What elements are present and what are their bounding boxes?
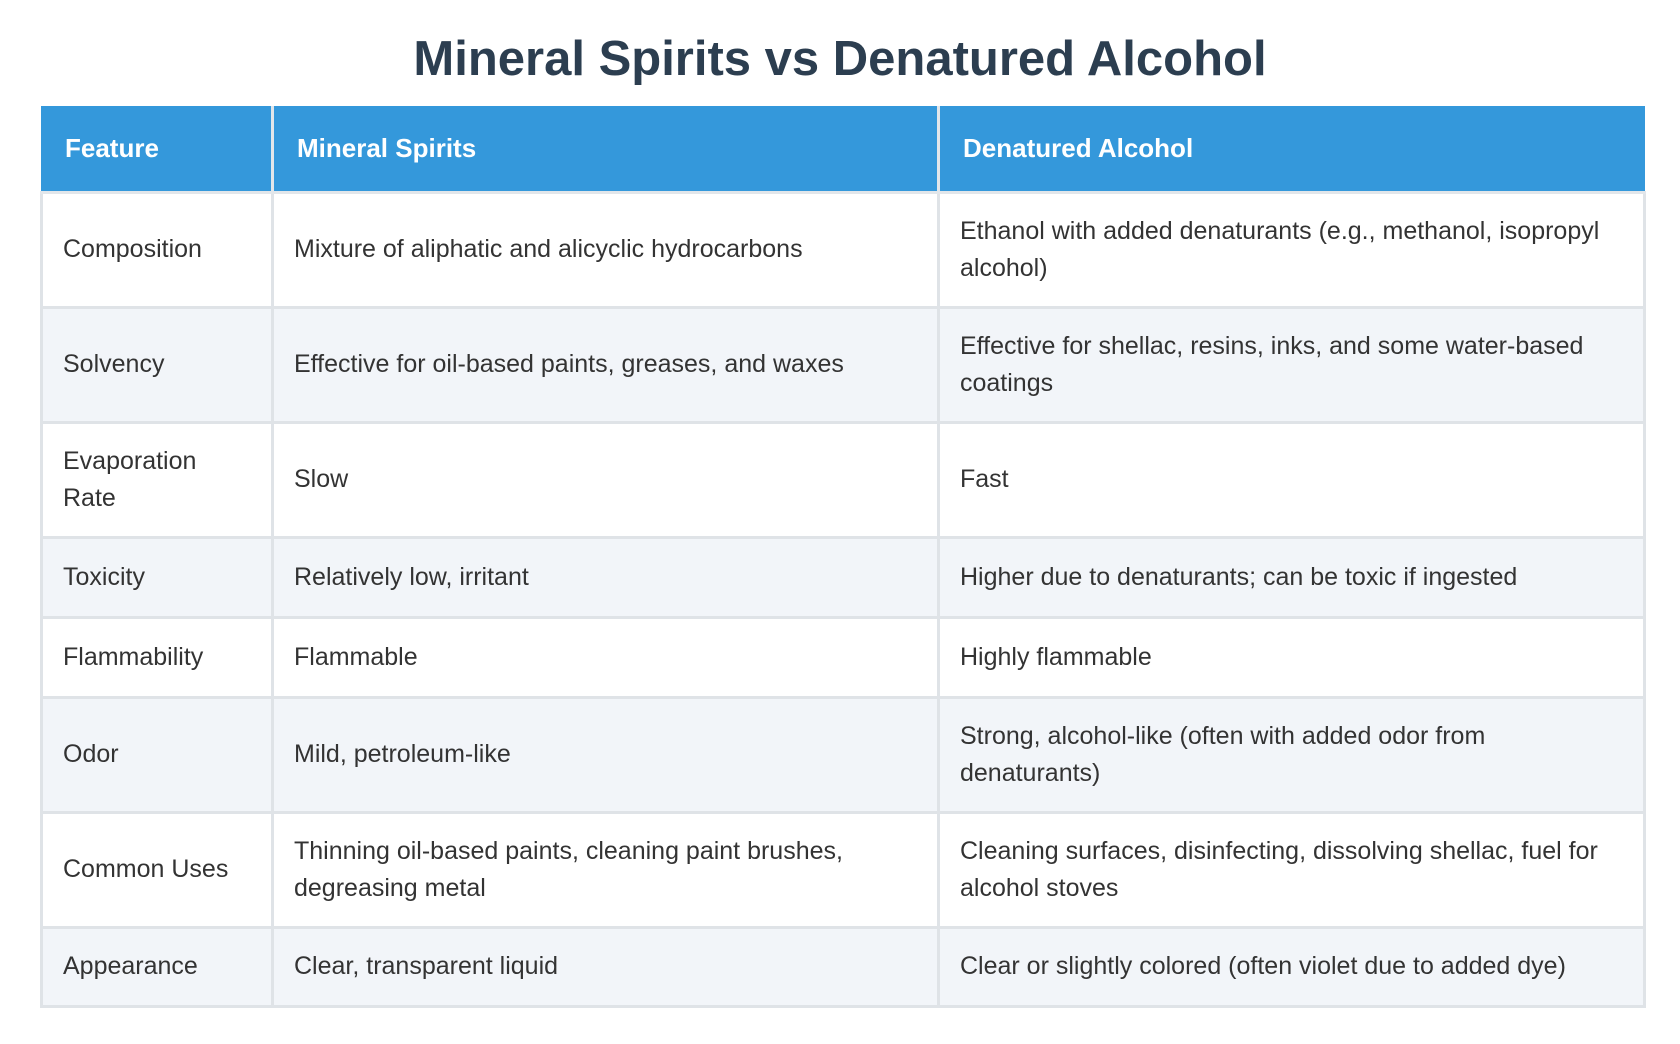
- feature-cell: Flammability: [40, 615, 274, 699]
- mineral-spirits-cell: Flammable: [271, 615, 940, 699]
- feature-cell: Solvency: [40, 305, 274, 424]
- mineral-spirits-cell: Effective for oil-based paints, greases,…: [271, 305, 940, 424]
- table-row: Solvency Effective for oil-based paints,…: [40, 305, 1646, 424]
- mineral-spirits-cell: Thinning oil-based paints, cleaning pain…: [271, 810, 940, 929]
- feature-cell: Composition: [40, 190, 274, 309]
- feature-cell: Odor: [40, 695, 274, 814]
- mineral-spirits-cell: Relatively low, irritant: [271, 535, 940, 619]
- feature-cell: Appearance: [40, 925, 274, 1008]
- denatured-alcohol-cell: Fast: [937, 420, 1646, 539]
- table-row: Toxicity Relatively low, irritant Higher…: [40, 535, 1646, 619]
- feature-cell: Common Uses: [40, 810, 274, 929]
- table-row: Composition Mixture of aliphatic and ali…: [40, 190, 1646, 309]
- header-denatured-alcohol: Denatured Alcohol: [937, 106, 1645, 194]
- page-title: Mineral Spirits vs Denatured Alcohol: [413, 32, 1267, 86]
- header-mineral-spirits: Mineral Spirits: [271, 106, 940, 194]
- mineral-spirits-cell: Clear, transparent liquid: [271, 925, 940, 1008]
- table-row: Common Uses Thinning oil-based paints, c…: [40, 810, 1646, 929]
- denatured-alcohol-cell: Effective for shellac, resins, inks, and…: [937, 305, 1646, 424]
- table-row: Appearance Clear, transparent liquid Cle…: [40, 925, 1646, 1008]
- feature-cell: Evaporation Rate: [40, 420, 274, 539]
- mineral-spirits-cell: Mixture of aliphatic and alicyclic hydro…: [271, 190, 940, 309]
- denatured-alcohol-cell: Ethanol with added denaturants (e.g., me…: [937, 190, 1646, 309]
- denatured-alcohol-cell: Strong, alcohol-like (often with added o…: [937, 695, 1646, 814]
- denatured-alcohol-cell: Clear or slightly colored (often violet …: [937, 925, 1646, 1008]
- denatured-alcohol-cell: Cleaning surfaces, disinfecting, dissolv…: [937, 810, 1646, 929]
- header-feature: Feature: [41, 106, 274, 194]
- mineral-spirits-cell: Slow: [271, 420, 940, 539]
- denatured-alcohol-cell: Higher due to denaturants; can be toxic …: [937, 535, 1646, 619]
- feature-cell: Toxicity: [40, 535, 274, 619]
- mineral-spirits-cell: Mild, petroleum-like: [271, 695, 940, 814]
- table-row: Odor Mild, petroleum-like Strong, alcoho…: [40, 695, 1646, 814]
- comparison-table: Feature Mineral Spirits Denatured Alcoho…: [40, 106, 1646, 1008]
- denatured-alcohol-cell: Highly flammable: [937, 615, 1646, 699]
- table-row: Flammability Flammable Highly flammable: [40, 615, 1646, 699]
- table-header-row: Feature Mineral Spirits Denatured Alcoho…: [41, 106, 1645, 194]
- table-row: Evaporation Rate Slow Fast: [40, 420, 1646, 539]
